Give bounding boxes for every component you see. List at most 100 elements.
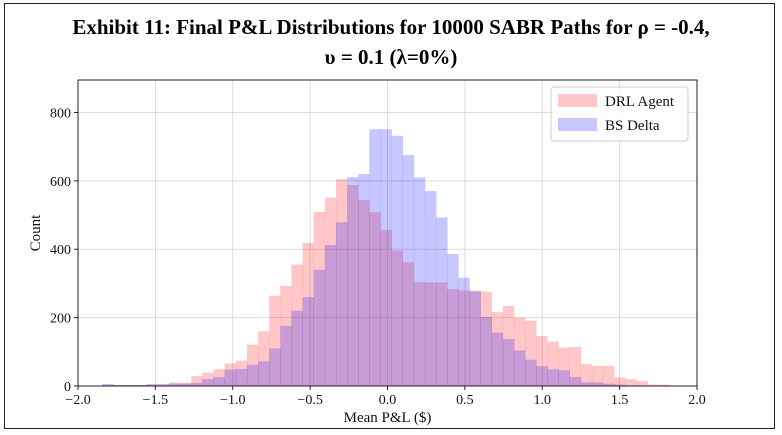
y-tick-label: 0 [64,380,71,395]
histogram-bar [335,222,348,386]
histogram-bar [614,377,626,386]
histogram-bar [458,277,470,386]
histogram-bar [246,344,259,386]
histogram-bar [658,384,671,386]
histogram-bar [335,179,348,386]
histogram-bar [224,363,237,386]
histogram-bar [591,365,604,386]
x-tick-label: −2.0 [65,393,90,408]
histogram-bar [135,384,148,386]
histogram-bar [358,174,370,386]
histogram-bar [547,369,559,386]
histogram-bar [447,254,459,386]
histogram-bar [157,384,170,386]
histogram-bar [135,384,148,386]
histogram-bar [258,361,270,386]
histogram-bar [413,282,426,386]
histogram-bar [358,200,370,386]
legend-label-bs-delta: BS Delta [605,118,660,134]
x-tick-label: 0.0 [379,393,397,408]
histogram-bar [324,197,337,386]
histogram-bar [491,332,504,386]
chart-title: Exhibit 11: Final P&L Distributions for … [0,12,782,72]
x-axis-label: Mean P&L ($) [344,410,432,426]
histogram-bar [202,372,214,386]
histogram-bar [224,369,237,386]
histogram-bar [146,384,159,386]
histogram-bar [235,360,248,386]
histogram-bar [502,339,515,386]
histogram-bar [313,211,326,386]
x-tick-label: −1.0 [220,393,245,408]
histogram-bar [280,285,292,386]
histogram-bar [513,317,526,386]
histogram-bar [369,129,381,386]
histogram-bar [191,376,203,386]
histogram-bar [391,250,404,386]
histogram-bar [513,350,526,386]
histogram-bar [213,369,225,386]
histogram-bar [235,368,248,386]
histogram-bar [480,291,493,386]
histogram-bar [569,347,582,386]
histogram-bar [258,331,270,386]
histogram-bar [547,341,559,386]
histogram-bar [291,264,303,386]
histogram-bar [369,212,381,386]
x-tick-label: 1.0 [534,393,552,408]
histogram-bar [469,291,481,386]
title-line-1: Exhibit 11: Final P&L Distributions for … [72,15,710,39]
legend: DRL Agent BS Delta [550,86,689,142]
histogram-bar [113,384,125,386]
series-drl-agent [102,179,671,386]
histogram-bar [313,269,326,386]
histogram-bar [525,320,537,386]
histogram-bar [602,383,615,386]
histogram-bar [402,154,415,386]
ticks: −2.0 −1.5 −1.0 −0.5 0.0 0.5 1.0 1.5 2.0 0 200 400 60… [50,106,706,408]
exhibit-frame [4,3,775,429]
histogram-bar [347,177,359,386]
histogram-bar [424,191,437,386]
histogram-bar [591,382,604,386]
histogram-bar [536,336,548,386]
histogram-bar [113,384,125,386]
histogram-bar [602,365,615,386]
x-tick-label: 2.0 [688,393,706,408]
histogram-bar [614,384,626,386]
histogram-bar [347,184,359,386]
histogram-bar [580,382,593,386]
histogram-bar [469,290,481,386]
legend-swatch-drl-agent [558,94,597,107]
histogram-bar [525,359,537,386]
histogram-bar [436,282,448,386]
histogram-bar [169,383,181,386]
histogram-bar [324,245,337,386]
y-tick-label: 200 [50,312,71,327]
histogram-bar [180,382,192,386]
histogram-bar [302,243,314,386]
histogram-bar [458,290,470,386]
histogram-bar [202,379,214,386]
histogram-bar [213,377,225,386]
histogram-bar [625,379,637,386]
y-tick-label: 400 [50,243,71,258]
histogram-bar [280,325,292,386]
histogram-bar [269,295,281,386]
title-line-2: υ = 0.1 (λ=0%) [324,45,458,69]
x-tick-label: −1.5 [143,393,168,408]
series-bs-delta [102,129,637,386]
histogram-bar [302,297,314,386]
y-tick-label: 600 [50,175,71,190]
histogram-bar [447,289,459,386]
legend-label-drl-agent: DRL Agent [605,94,675,110]
histogram-bar [569,377,582,386]
histogram-bar [124,384,136,386]
legend-box [550,86,689,142]
y-tick-label: 800 [50,106,71,121]
histogram-bar [436,217,448,386]
histogram-bar [636,381,648,386]
histogram-bar [391,135,404,386]
y-axis-label: Count [28,214,44,252]
histogram-bar [246,364,259,386]
